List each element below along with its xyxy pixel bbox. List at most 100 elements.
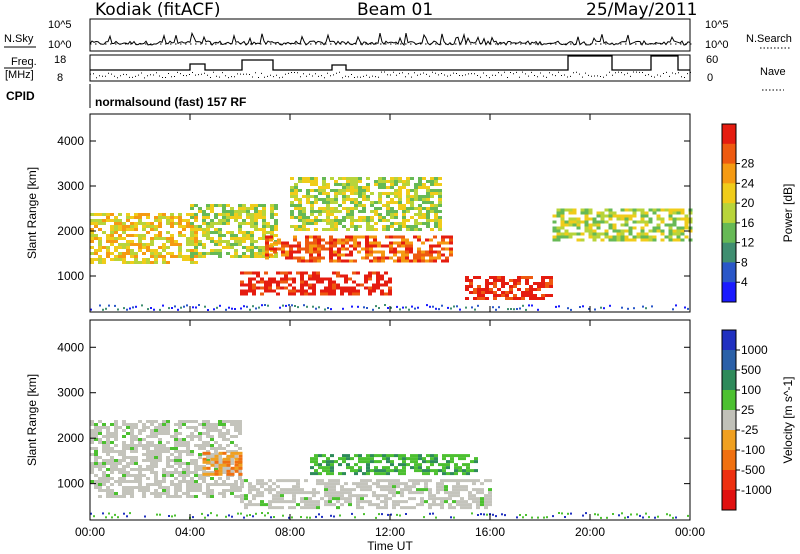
echo-cell	[90, 453, 94, 456]
echo-cell	[194, 474, 198, 477]
x-tick-label: 00:00	[675, 525, 705, 539]
echo-cell	[393, 253, 397, 257]
echo-cell	[377, 259, 381, 263]
echo-cell	[238, 466, 243, 470]
echo-cell	[234, 213, 238, 216]
echo-cell	[456, 479, 460, 483]
echo-cell	[240, 482, 244, 486]
echo-cell	[360, 500, 364, 504]
echo-cell	[330, 460, 334, 464]
echo-cell	[301, 247, 305, 251]
echo-cell	[222, 420, 226, 423]
echo-cell	[94, 213, 98, 216]
echo-cell	[533, 294, 537, 297]
echo-cell	[632, 238, 637, 242]
echo-cell	[214, 216, 218, 219]
echo-cell	[210, 492, 214, 495]
echo-cell	[262, 219, 266, 222]
echo-cell	[252, 289, 256, 293]
echo-cell	[669, 514, 671, 517]
echo-cell	[256, 271, 260, 275]
echo-cell	[194, 252, 198, 255]
echo-cell	[194, 246, 198, 249]
echo-cell	[296, 271, 300, 275]
echo-cell	[377, 241, 381, 245]
echo-cell	[206, 444, 210, 447]
echo-cell	[242, 210, 246, 213]
echo-cell	[421, 253, 425, 257]
echo-cell	[352, 286, 356, 290]
echo-cell	[230, 466, 235, 470]
echo-cell	[386, 180, 390, 183]
echo-cell	[317, 250, 321, 254]
echo-cell	[98, 228, 102, 231]
echo-cell	[572, 211, 577, 215]
echo-cell	[436, 488, 440, 492]
echo-cell	[162, 489, 166, 492]
echo-cell	[218, 477, 222, 480]
echo-cell	[474, 469, 478, 473]
x-tick-label: 20:00	[575, 525, 605, 539]
echo-cell	[171, 515, 173, 518]
echo-cell	[369, 247, 373, 251]
echo-cell	[154, 216, 158, 219]
echo-cell	[360, 494, 364, 498]
echo-cell	[206, 432, 210, 435]
y-tick-label: 3000	[57, 179, 84, 193]
echo-cell	[413, 256, 417, 260]
echo-cell	[600, 211, 605, 215]
echo-cell	[624, 238, 629, 242]
echo-cell	[310, 460, 314, 464]
echo-cell	[609, 304, 611, 307]
echo-cell	[240, 307, 242, 310]
echo-cell	[369, 235, 373, 239]
echo-cell	[410, 195, 414, 198]
echo-cell	[130, 480, 134, 483]
echo-cell	[242, 234, 246, 237]
echo-cell	[402, 466, 406, 470]
echo-cell	[190, 249, 194, 252]
echo-cell	[158, 486, 162, 489]
echo-cell	[362, 186, 366, 189]
echo-cell	[493, 294, 497, 297]
echo-cell	[94, 429, 98, 432]
echo-cell	[284, 286, 288, 290]
echo-cell	[285, 304, 287, 307]
echo-cell	[256, 494, 260, 498]
echo-cell	[608, 211, 613, 215]
echo-cell	[106, 474, 110, 477]
echo-cell	[159, 308, 161, 311]
echo-cell	[468, 497, 472, 501]
echo-cell	[206, 441, 210, 444]
echo-cell	[186, 219, 190, 222]
echo-cell	[354, 186, 358, 189]
echo-cell	[254, 255, 258, 258]
echo-cell	[321, 238, 325, 242]
echo-cell	[242, 240, 246, 243]
echo-cell	[252, 305, 254, 308]
echo-cell	[180, 306, 182, 309]
echo-cell	[401, 256, 405, 260]
echo-cell	[480, 488, 484, 492]
echo-cell	[432, 305, 434, 308]
echo-cell	[333, 244, 337, 248]
echo-cell	[186, 450, 190, 453]
echo-cell	[258, 228, 262, 231]
echo-cell	[316, 280, 320, 284]
echo-cell	[509, 285, 513, 288]
echo-cell	[114, 492, 118, 495]
echo-cell	[230, 243, 234, 246]
echo-cell	[90, 246, 94, 249]
echo-cell	[434, 183, 438, 186]
echo-cell	[429, 256, 433, 260]
echo-cell	[384, 500, 388, 504]
echo-cell	[648, 238, 653, 242]
echo-cell	[262, 237, 266, 240]
echo-cell	[417, 256, 421, 260]
echo-cell	[402, 469, 406, 473]
colorbar-tick-label: 4	[741, 275, 748, 289]
echo-cell	[328, 482, 332, 486]
echo-cell	[568, 211, 573, 215]
echo-cell	[426, 198, 430, 201]
echo-cell	[454, 469, 458, 473]
